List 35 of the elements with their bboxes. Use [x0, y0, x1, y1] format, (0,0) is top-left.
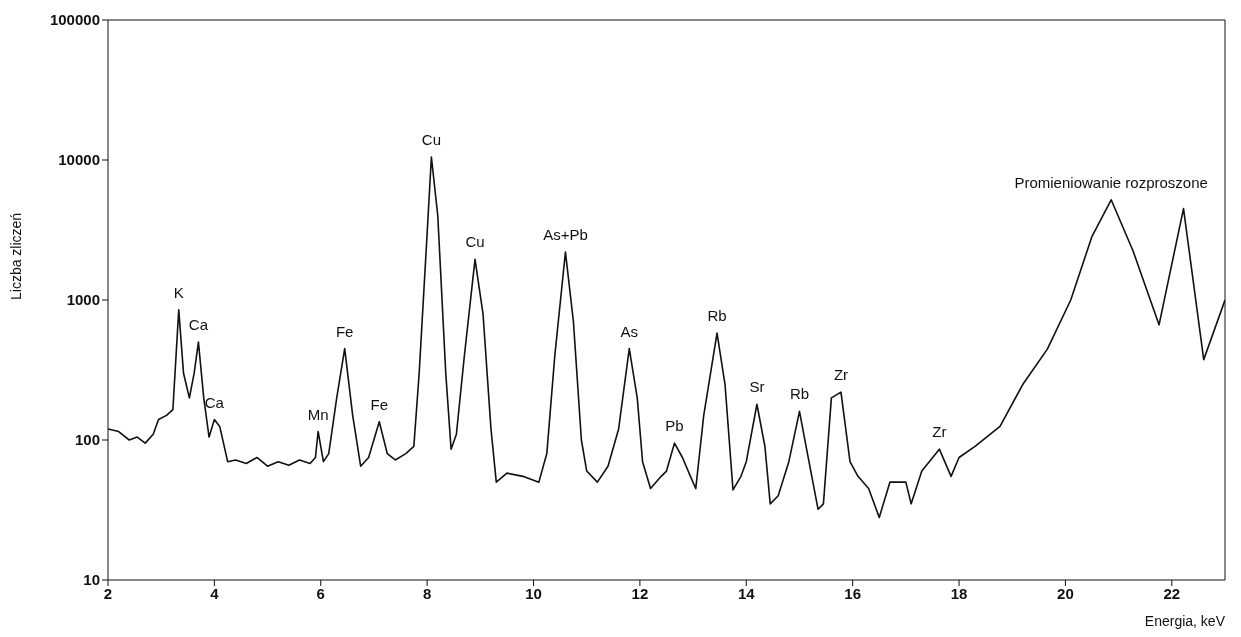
x-tick-label: 12: [631, 584, 649, 602]
annotation: Promieniowanie rozproszone: [1014, 173, 1208, 191]
x-tick-label: 22: [1163, 584, 1181, 602]
y-tick-label: 10000: [58, 151, 100, 169]
x-tick-label: 8: [422, 584, 432, 602]
annotation: Cu: [465, 233, 485, 251]
annotation: As+Pb: [543, 226, 588, 244]
x-tick-label: 20: [1057, 584, 1074, 602]
y-axis-title: Liczba zliczeń: [7, 212, 24, 300]
x-tick-label: 2: [103, 584, 113, 602]
x-tick-label: 4: [210, 584, 220, 602]
annotation: Cu: [421, 131, 441, 149]
annotation: Pb: [665, 417, 684, 435]
annotation: Zr: [833, 366, 849, 384]
y-tick-label: 10: [83, 571, 100, 589]
annotation: Fe: [335, 322, 354, 340]
annotation: Rb: [707, 307, 727, 325]
x-tick-label: 6: [316, 584, 325, 602]
x-tick-label: 18: [950, 584, 968, 602]
annotation: Sr: [749, 378, 765, 396]
annotation: Fe: [370, 395, 389, 413]
x-tick-label: 10: [525, 584, 542, 602]
annotation: K: [173, 283, 184, 301]
annotation: Ca: [188, 316, 209, 334]
annotation: As: [620, 322, 639, 340]
x-tick-label: 16: [844, 584, 862, 602]
annotation: Zr: [932, 423, 947, 441]
annotation: Rb: [789, 385, 810, 403]
annotation: Ca: [204, 393, 225, 411]
annotation: Mn: [307, 405, 329, 423]
x-tick-label: 14: [737, 584, 756, 602]
y-tick-label: 1000: [66, 291, 100, 309]
y-tick-label: 100000: [49, 11, 100, 29]
x-axis-title: Energia, keV: [1144, 613, 1226, 629]
y-tick-label: 100: [74, 431, 100, 449]
